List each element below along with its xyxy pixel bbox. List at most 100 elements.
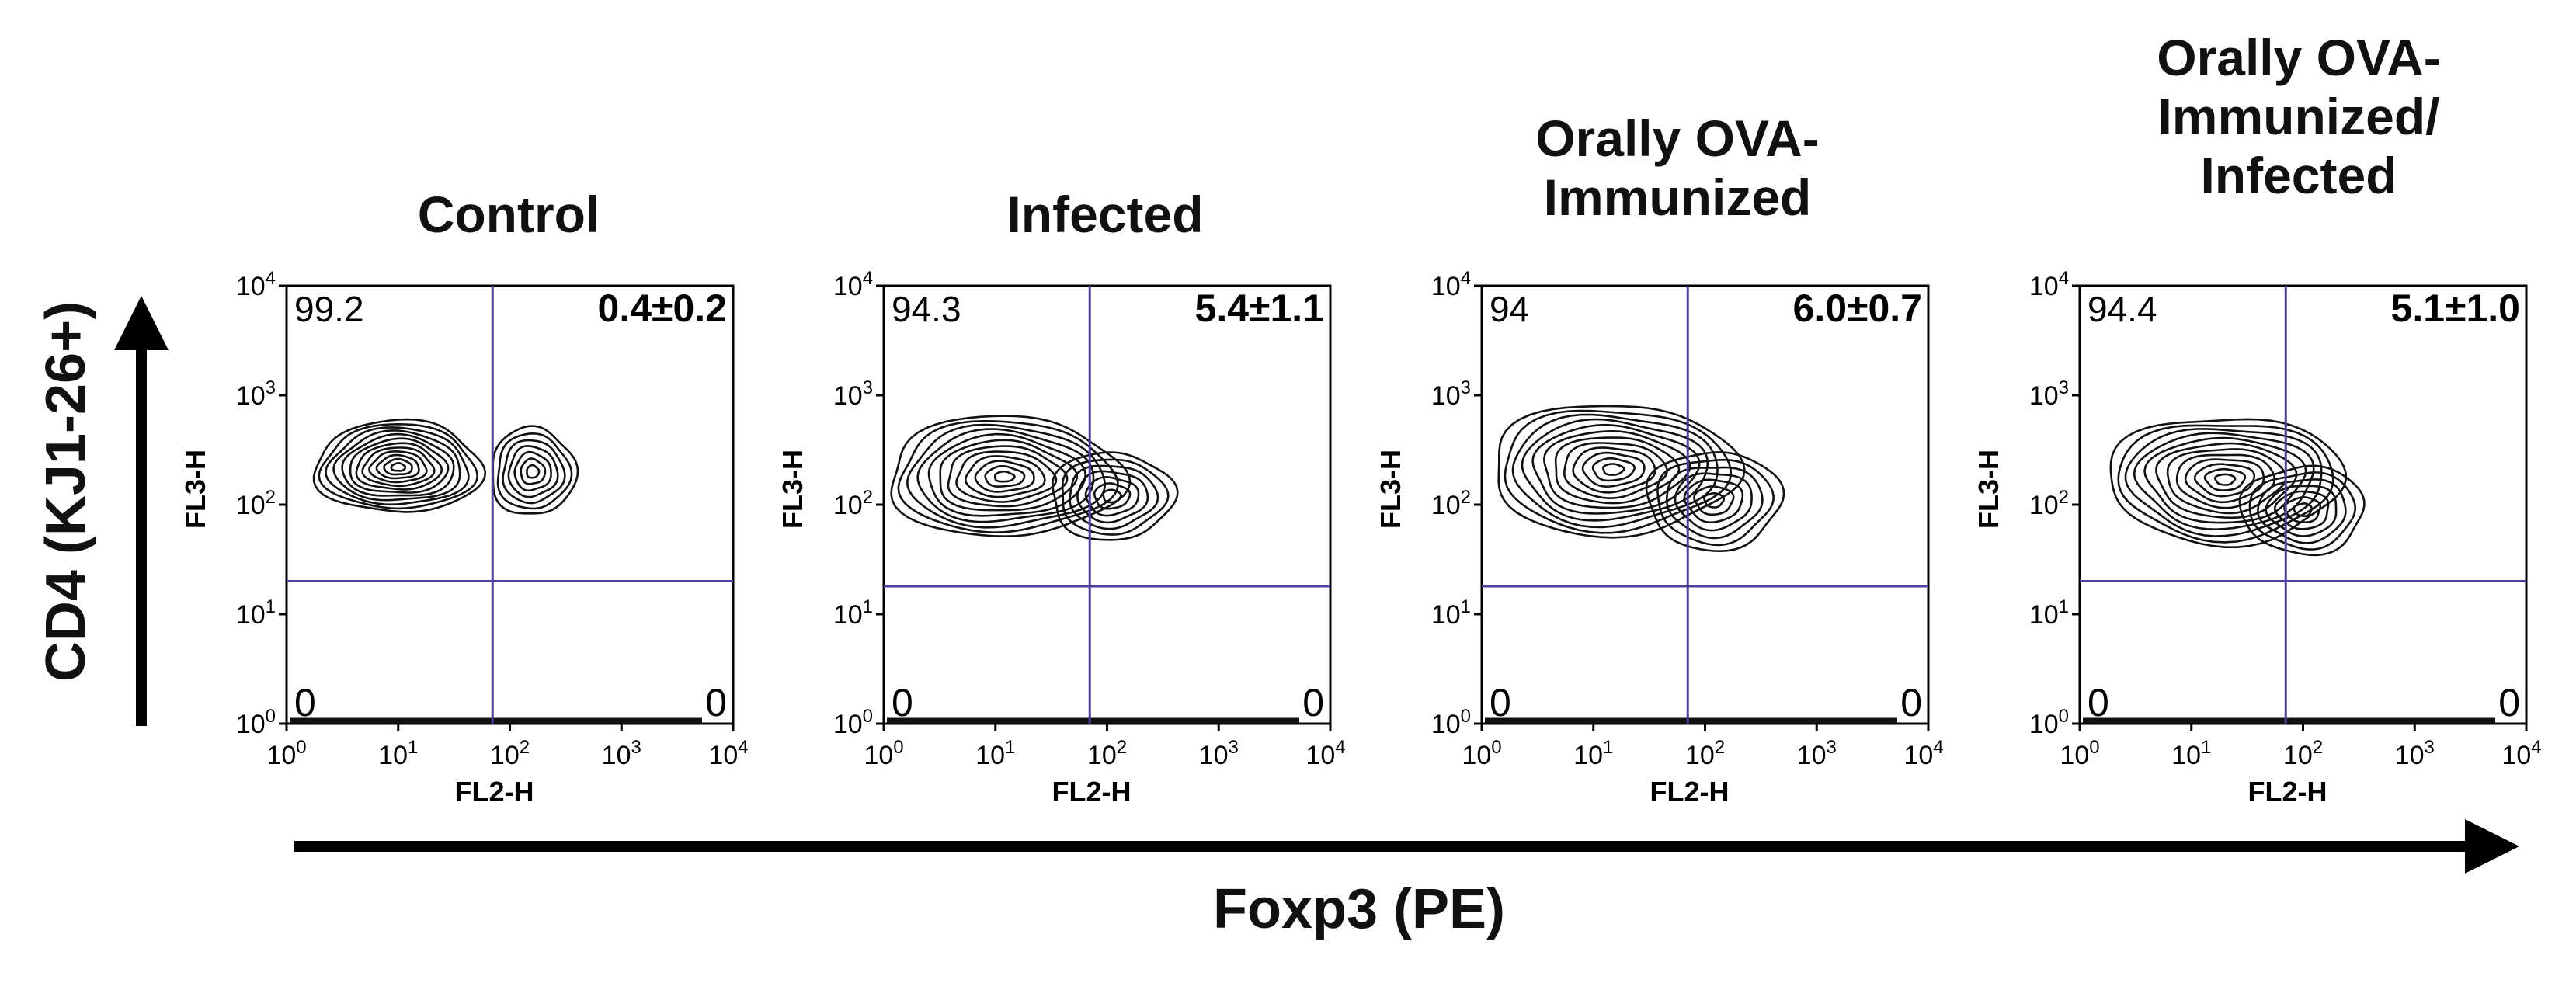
- x-tick-label: 101: [1573, 737, 1613, 770]
- contour-line: [2155, 442, 2298, 519]
- x-tick-label: 101: [975, 737, 1015, 770]
- panel-title-ova-immunized: Orally OVA-Immunized: [1535, 109, 1820, 226]
- contour-line: [974, 460, 1035, 493]
- contour-line: [2124, 428, 2323, 537]
- x-axis-label: Foxp3 (PE): [1212, 878, 1506, 940]
- contour-line: [2274, 490, 2330, 530]
- y-tick-label: 102: [2029, 487, 2069, 520]
- quadrant-upper-left: 94.3: [892, 289, 961, 329]
- contour-line: [1683, 478, 1744, 524]
- y-axis-name: FL3-H: [777, 450, 808, 529]
- contour-line: [1693, 485, 1735, 516]
- x-tick-label: 100: [1462, 737, 1501, 770]
- x-tick-label: 103: [1199, 737, 1239, 770]
- quadrant-lower-left: 0: [294, 681, 316, 724]
- x-axis-name: FL2-H: [1052, 776, 1132, 808]
- contour-line: [383, 457, 413, 476]
- y-tick-label: 104: [2029, 268, 2069, 301]
- contour-line: [2214, 473, 2237, 486]
- y-tick-label: 103: [1431, 377, 1471, 411]
- y-tick-label: 101: [236, 596, 276, 630]
- quadrant-lower-left: 0: [2088, 681, 2109, 724]
- contour-line: [890, 415, 1132, 538]
- contour-lines: [890, 415, 1179, 541]
- contour-line: [507, 445, 559, 498]
- contour-line: [312, 418, 487, 513]
- y-tick-label: 100: [1431, 706, 1471, 739]
- y-tick-label: 103: [833, 377, 873, 411]
- contour-line: [1572, 446, 1656, 494]
- quadrant-upper-right: 5.4±1.1: [1195, 287, 1324, 330]
- x-tick-label: 102: [2283, 737, 2323, 770]
- contour-line: [349, 437, 450, 494]
- contour-line: [2265, 485, 2338, 537]
- contour-line: [1052, 451, 1179, 541]
- contour-line: [2184, 458, 2265, 504]
- contour-line: [906, 423, 1106, 529]
- contour-line: [2238, 464, 2366, 557]
- x-tick-label: 102: [1087, 737, 1127, 770]
- contour-line: [1084, 475, 1140, 517]
- x-axis-name: FL2-H: [1650, 776, 1730, 808]
- contour-line: [318, 422, 479, 510]
- contour-line: [2143, 436, 2307, 524]
- contour-line: [1076, 470, 1149, 524]
- y-tick-label: 103: [236, 377, 276, 411]
- y-tick-label: 102: [236, 487, 276, 520]
- contour-line: [897, 419, 1119, 534]
- contour-line: [916, 428, 1095, 523]
- contour-lines: [1497, 405, 1785, 553]
- x-tick-label: 104: [2501, 737, 2541, 770]
- quadrant-lower-right: 0: [705, 681, 727, 724]
- contour-line: [2175, 453, 2276, 509]
- contour-line: [2203, 467, 2247, 492]
- contour-line: [1703, 492, 1725, 509]
- plot-frame: [882, 284, 1332, 725]
- x-axis-name: FL2-H: [455, 776, 534, 808]
- y-axis-name: FL3-H: [1375, 450, 1406, 529]
- contour-line: [1531, 423, 1701, 515]
- contour-line: [1602, 463, 1625, 476]
- x-tick-label: 101: [2171, 737, 2211, 770]
- contour-line: [947, 445, 1069, 508]
- panel-title-control: Control: [417, 186, 600, 243]
- y-tick-label: 103: [2029, 377, 2069, 411]
- contour-line: [1521, 418, 1709, 522]
- contour-line: [1093, 482, 1132, 510]
- contour-lines: [2109, 418, 2366, 557]
- contour-line: [2133, 432, 2315, 531]
- contour-line: [984, 464, 1026, 488]
- contour-line: [496, 432, 573, 510]
- y-axis-name: FL3-H: [1973, 450, 2004, 529]
- contour-line: [502, 439, 566, 505]
- contour-line: [2257, 478, 2347, 544]
- contour-line: [1674, 472, 1753, 532]
- contour-line: [1665, 466, 1764, 540]
- quadrant-lower-right: 0: [1302, 681, 1324, 724]
- x-tick-label: 103: [602, 737, 641, 770]
- x-tick-label: 102: [490, 737, 530, 770]
- y-tick-label: 100: [2029, 706, 2069, 739]
- x-tick-label: 100: [2060, 737, 2099, 770]
- contour-line: [375, 453, 420, 480]
- y-tick-label: 102: [1431, 487, 1471, 520]
- contour-line: [1497, 405, 1746, 539]
- contour-line: [2117, 424, 2334, 544]
- contour-line: [368, 450, 428, 484]
- y-tick-label: 104: [833, 268, 873, 301]
- y-tick-label: 101: [1431, 596, 1471, 630]
- quadrant-lower-right: 0: [2498, 681, 2520, 724]
- contour-line: [2248, 471, 2357, 551]
- quadrant-upper-left: 94: [1490, 289, 1529, 329]
- y-tick-label: 104: [236, 268, 276, 301]
- quadrant-upper-left: 99.2: [294, 289, 364, 329]
- contour-line: [2193, 463, 2256, 498]
- quadrant-lower-left: 0: [1490, 681, 1511, 724]
- contour-line: [390, 462, 407, 472]
- x-tick-label: 104: [1903, 737, 1943, 770]
- y-tick-label: 100: [236, 706, 276, 739]
- panel-title-infected: Infected: [1006, 186, 1204, 243]
